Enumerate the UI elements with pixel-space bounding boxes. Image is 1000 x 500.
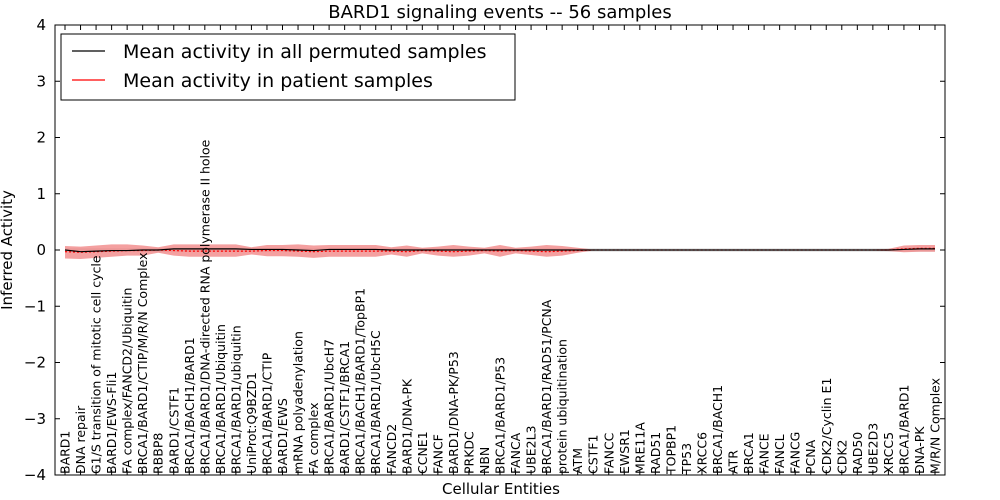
- patient-band: [65, 244, 935, 259]
- x-tick-label: NBN: [477, 447, 492, 474]
- x-tick-label: BRCA1/BARD1/P53: [493, 357, 508, 474]
- permuted-line: [64, 248, 935, 253]
- x-tick-label: BRCA1: [741, 432, 756, 474]
- x-tick-label: BRCA1/BARD1/CTIP/M/R/N Complex: [135, 252, 150, 474]
- x-tick-label: TOPBP1: [663, 425, 678, 475]
- x-tick-label: CDK2/Cyclin E1: [819, 378, 834, 474]
- x-tick-label: DNA-PK: [912, 426, 927, 474]
- chart-title: BARD1 signaling events -- 56 samples: [328, 2, 672, 23]
- x-tick-label: BARD1/CSTF1/BRCA1: [337, 341, 352, 474]
- x-tick-label: EWSR1: [617, 429, 632, 474]
- x-tick-label: UBE2D3: [865, 423, 880, 474]
- legend: Mean activity in all permuted samples Me…: [60, 33, 516, 101]
- x-tick-label: TP53: [679, 443, 694, 475]
- x-tick-label: BRCA1/BACH1/BARD1: [182, 337, 197, 474]
- y-tick-label: −3: [24, 410, 46, 428]
- x-tick-label: BRCA1/BACH1/BARD1/TopBP1: [353, 288, 368, 474]
- x-tick-label: UBE2L3: [524, 426, 539, 475]
- x-tick-label: BARD1/DNA-PK: [399, 378, 414, 474]
- y-tick-label: −1: [24, 297, 46, 315]
- x-tick-label: BARD1: [58, 431, 73, 474]
- x-tick-label: PRKDC: [461, 431, 476, 474]
- x-tick-label: PCNA: [803, 439, 818, 474]
- legend-label-patient: Mean activity in patient samples: [123, 70, 433, 92]
- x-tick-label: RBBP8: [151, 433, 166, 474]
- x-tick-label: UniProt:Q9BZD1: [244, 372, 259, 474]
- x-tick-label: G1/S transition of mitotic cell cycle: [89, 255, 104, 474]
- legend-label-permuted: Mean activity in all permuted samples: [123, 41, 486, 63]
- x-tick-label: BRCA1/BARD1: [896, 385, 911, 474]
- x-tick-label: FA complex/FANCD2/Ubiquitin: [120, 288, 135, 474]
- x-tick-label: FANCL: [772, 434, 787, 474]
- x-tick-label: CSTF1: [586, 435, 601, 474]
- x-tick-label: CDK2: [834, 439, 849, 474]
- y-tick-label: 2: [36, 129, 46, 147]
- x-tick-label: BARD1/EWS-Fli1: [104, 372, 119, 474]
- x-tick-label: FANCD2: [384, 424, 399, 474]
- x-axis-label: Cellular Entities: [442, 480, 560, 498]
- x-tick-label: RAD51: [648, 432, 663, 474]
- y-tick-label: 3: [36, 72, 46, 90]
- x-tick-label: FANCC: [601, 432, 616, 474]
- x-tick-label: CCNE1: [415, 431, 430, 474]
- y-axis-label: Inferred Activity: [0, 190, 16, 310]
- x-tick-label: FA complex: [306, 402, 321, 474]
- x-tick-label: FANCA: [508, 432, 523, 474]
- x-tick-label: M/R/N Complex: [928, 378, 943, 474]
- x-tick-label: BRCA1/BARD1/UbcH5C: [368, 330, 383, 474]
- x-tick-label: BRCA1/BARD1/CTIP: [259, 352, 274, 474]
- x-tick-label: BRCA1/BARD1/ubiquitin: [228, 325, 243, 474]
- x-tick-label: RAD50: [850, 432, 865, 474]
- x-tick-label: BRCA1/BARD1/DNA-directed RNA polymerase …: [197, 139, 212, 474]
- legend-box: [60, 33, 516, 101]
- x-tick-label: DNA repair: [73, 405, 88, 474]
- y-tick-label: 4: [36, 16, 46, 34]
- x-tick-label: BRCA1/BACH1: [710, 385, 725, 474]
- y-tick-label: −4: [24, 466, 46, 484]
- x-tick-label: XRCC5: [881, 432, 896, 474]
- x-tick-label: ATR: [726, 450, 741, 474]
- x-tick-label: BARD1/EWS: [275, 398, 290, 474]
- x-tick-label: BARD1/DNA-PK/P53: [446, 351, 461, 474]
- x-tick-label: FANCE: [757, 433, 772, 474]
- x-tick-label: BRCA1/BARD1/UbcH7: [322, 339, 337, 474]
- x-tick-label: BARD1/CSTF1: [166, 387, 181, 474]
- y-tick-label: −2: [24, 354, 46, 372]
- x-tick-label: BRCA1/BARD1/Ubiquitin: [213, 324, 228, 474]
- x-tick-label: BRCA1/BARD1/RAD51/PCNA: [539, 299, 554, 474]
- y-tick-label: 1: [36, 185, 46, 203]
- x-tick-label: FANCG: [788, 432, 803, 474]
- x-tick-label: MRE11A: [632, 422, 647, 474]
- x-tick-label: FANCF: [430, 434, 445, 474]
- y-tick-label: 0: [36, 241, 46, 259]
- x-tick-label: XRCC6: [694, 432, 709, 474]
- x-tick-label: ATM: [570, 448, 585, 474]
- x-tick-label: mRNA polyadenylation: [291, 331, 306, 474]
- x-tick-label: protein ubiquitination: [555, 339, 570, 474]
